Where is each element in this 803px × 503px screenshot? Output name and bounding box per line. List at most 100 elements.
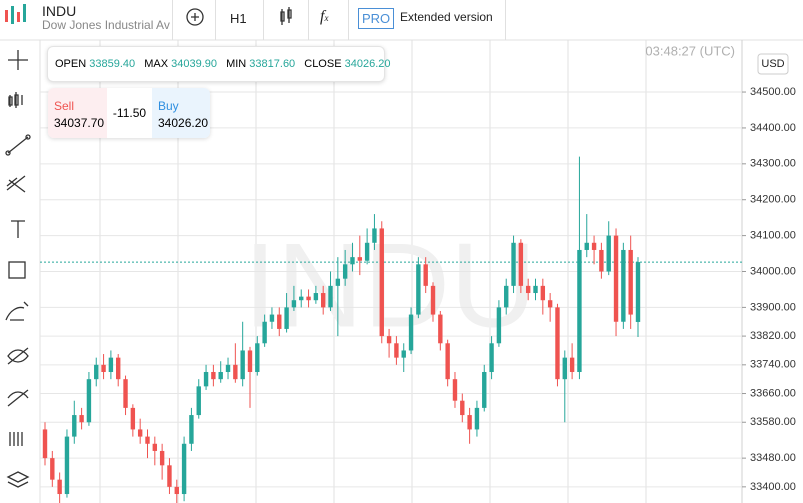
candle-body <box>394 343 399 358</box>
candle-body <box>621 249 626 322</box>
candle-body <box>137 429 143 437</box>
candle-body <box>189 415 194 444</box>
top-bar <box>0 0 803 40</box>
candle-body <box>86 379 92 423</box>
candle-body <box>460 400 465 416</box>
candle-body <box>379 228 384 337</box>
candle-body <box>269 314 275 322</box>
candle-body <box>130 407 136 430</box>
trade-box: Sell 34037.70 -11.50 Buy 34026.20 <box>48 88 210 138</box>
symbol: INDU <box>42 3 77 19</box>
sell-button[interactable]: Sell 34037.70 <box>48 88 107 138</box>
y-tick-label: 34500.00 <box>750 86 796 98</box>
candle-body <box>145 436 150 444</box>
candle-body <box>335 278 341 286</box>
y-tick-label: 34400.00 <box>750 122 796 134</box>
candle-body <box>313 293 319 301</box>
candle-body <box>240 350 245 380</box>
candle-body <box>123 379 128 408</box>
candle-body <box>203 371 209 387</box>
candle-body <box>277 314 282 329</box>
candle-body <box>72 415 77 437</box>
candle-body <box>152 443 158 451</box>
candle-body <box>196 386 201 416</box>
candle-body <box>635 262 641 322</box>
candle-body <box>452 379 458 401</box>
candle-body <box>504 285 509 308</box>
sell-price[interactable]: 34037.70 <box>54 116 105 130</box>
candle-body <box>430 285 436 315</box>
candle-body <box>357 257 363 261</box>
buy-price[interactable]: 34026.20 <box>158 116 209 130</box>
candle-body <box>255 343 260 372</box>
candle-body <box>606 235 611 272</box>
sell-label[interactable]: Sell <box>54 99 75 113</box>
ohlc-label: MAX <box>144 58 169 70</box>
candle-body <box>445 343 450 380</box>
buy-label[interactable]: Buy <box>158 99 179 113</box>
buy-button[interactable]: Buy 34026.20 <box>152 88 210 138</box>
candle-body <box>181 443 187 495</box>
candle-body <box>547 300 553 308</box>
candle-body <box>328 285 333 308</box>
candle-body <box>482 371 487 408</box>
candle-body <box>262 321 267 344</box>
extended-version[interactable]: Extended version <box>400 10 493 24</box>
y-tick-label: 33580.00 <box>750 416 796 428</box>
currency-button[interactable] <box>757 53 789 75</box>
clock: 03:48:27 (UTC) <box>645 43 735 58</box>
candle-body <box>306 296 311 301</box>
candle-body <box>423 264 428 286</box>
ohlc-box: OPEN 33859.40 MAX 34039.90 MIN 33817.60 … <box>47 46 391 82</box>
candle-body <box>57 479 62 495</box>
candle-body <box>50 458 55 480</box>
candle-body <box>159 450 165 466</box>
candle-body <box>525 285 531 294</box>
candle-body <box>284 307 289 329</box>
candle-body <box>291 300 297 308</box>
candle-body <box>467 415 472 430</box>
candle-body <box>599 249 604 272</box>
candle-body <box>518 242 524 286</box>
ohlc-value: 33859.40 <box>89 58 136 70</box>
pro-badge[interactable]: PRO <box>358 8 395 29</box>
candle-body <box>496 307 502 344</box>
y-tick-label: 34100.00 <box>750 230 796 242</box>
ohlc-value: 34026.20 <box>344 58 391 70</box>
y-tick-label: 33740.00 <box>750 359 796 371</box>
y-tick-label: 33400.00 <box>750 481 796 493</box>
sep <box>308 0 309 40</box>
candle-body <box>94 364 99 380</box>
candle-body <box>218 371 223 380</box>
candle-body <box>533 285 538 294</box>
candle-body <box>401 350 406 358</box>
candle-body <box>591 242 597 250</box>
candle-body <box>613 235 619 322</box>
candle-body <box>577 249 582 372</box>
candle-body <box>372 228 377 243</box>
y-tick-label: 34000.00 <box>750 265 796 277</box>
candle-body <box>174 486 179 495</box>
candle-body <box>79 415 84 423</box>
candle-body <box>320 293 326 308</box>
candle-body <box>233 364 238 380</box>
candle-body <box>299 296 304 301</box>
candle-body <box>540 285 546 301</box>
indicators-icon[interactable]: fx <box>320 8 329 25</box>
logo <box>5 4 26 24</box>
interval[interactable]: H1 <box>230 11 247 26</box>
candle-body <box>364 242 370 261</box>
candle-body <box>225 364 231 372</box>
candle-body <box>342 264 348 279</box>
y-tick-label: 33480.00 <box>750 452 796 464</box>
candle-body <box>584 242 589 250</box>
candle-body <box>108 357 114 372</box>
candle-body <box>350 257 355 265</box>
candle-body <box>42 429 48 459</box>
candle-body <box>562 357 567 380</box>
spread: -11.50 <box>107 88 152 138</box>
currency[interactable]: USD <box>761 58 784 70</box>
candle-body <box>474 407 480 430</box>
ohlc-value: 34039.90 <box>171 58 217 70</box>
